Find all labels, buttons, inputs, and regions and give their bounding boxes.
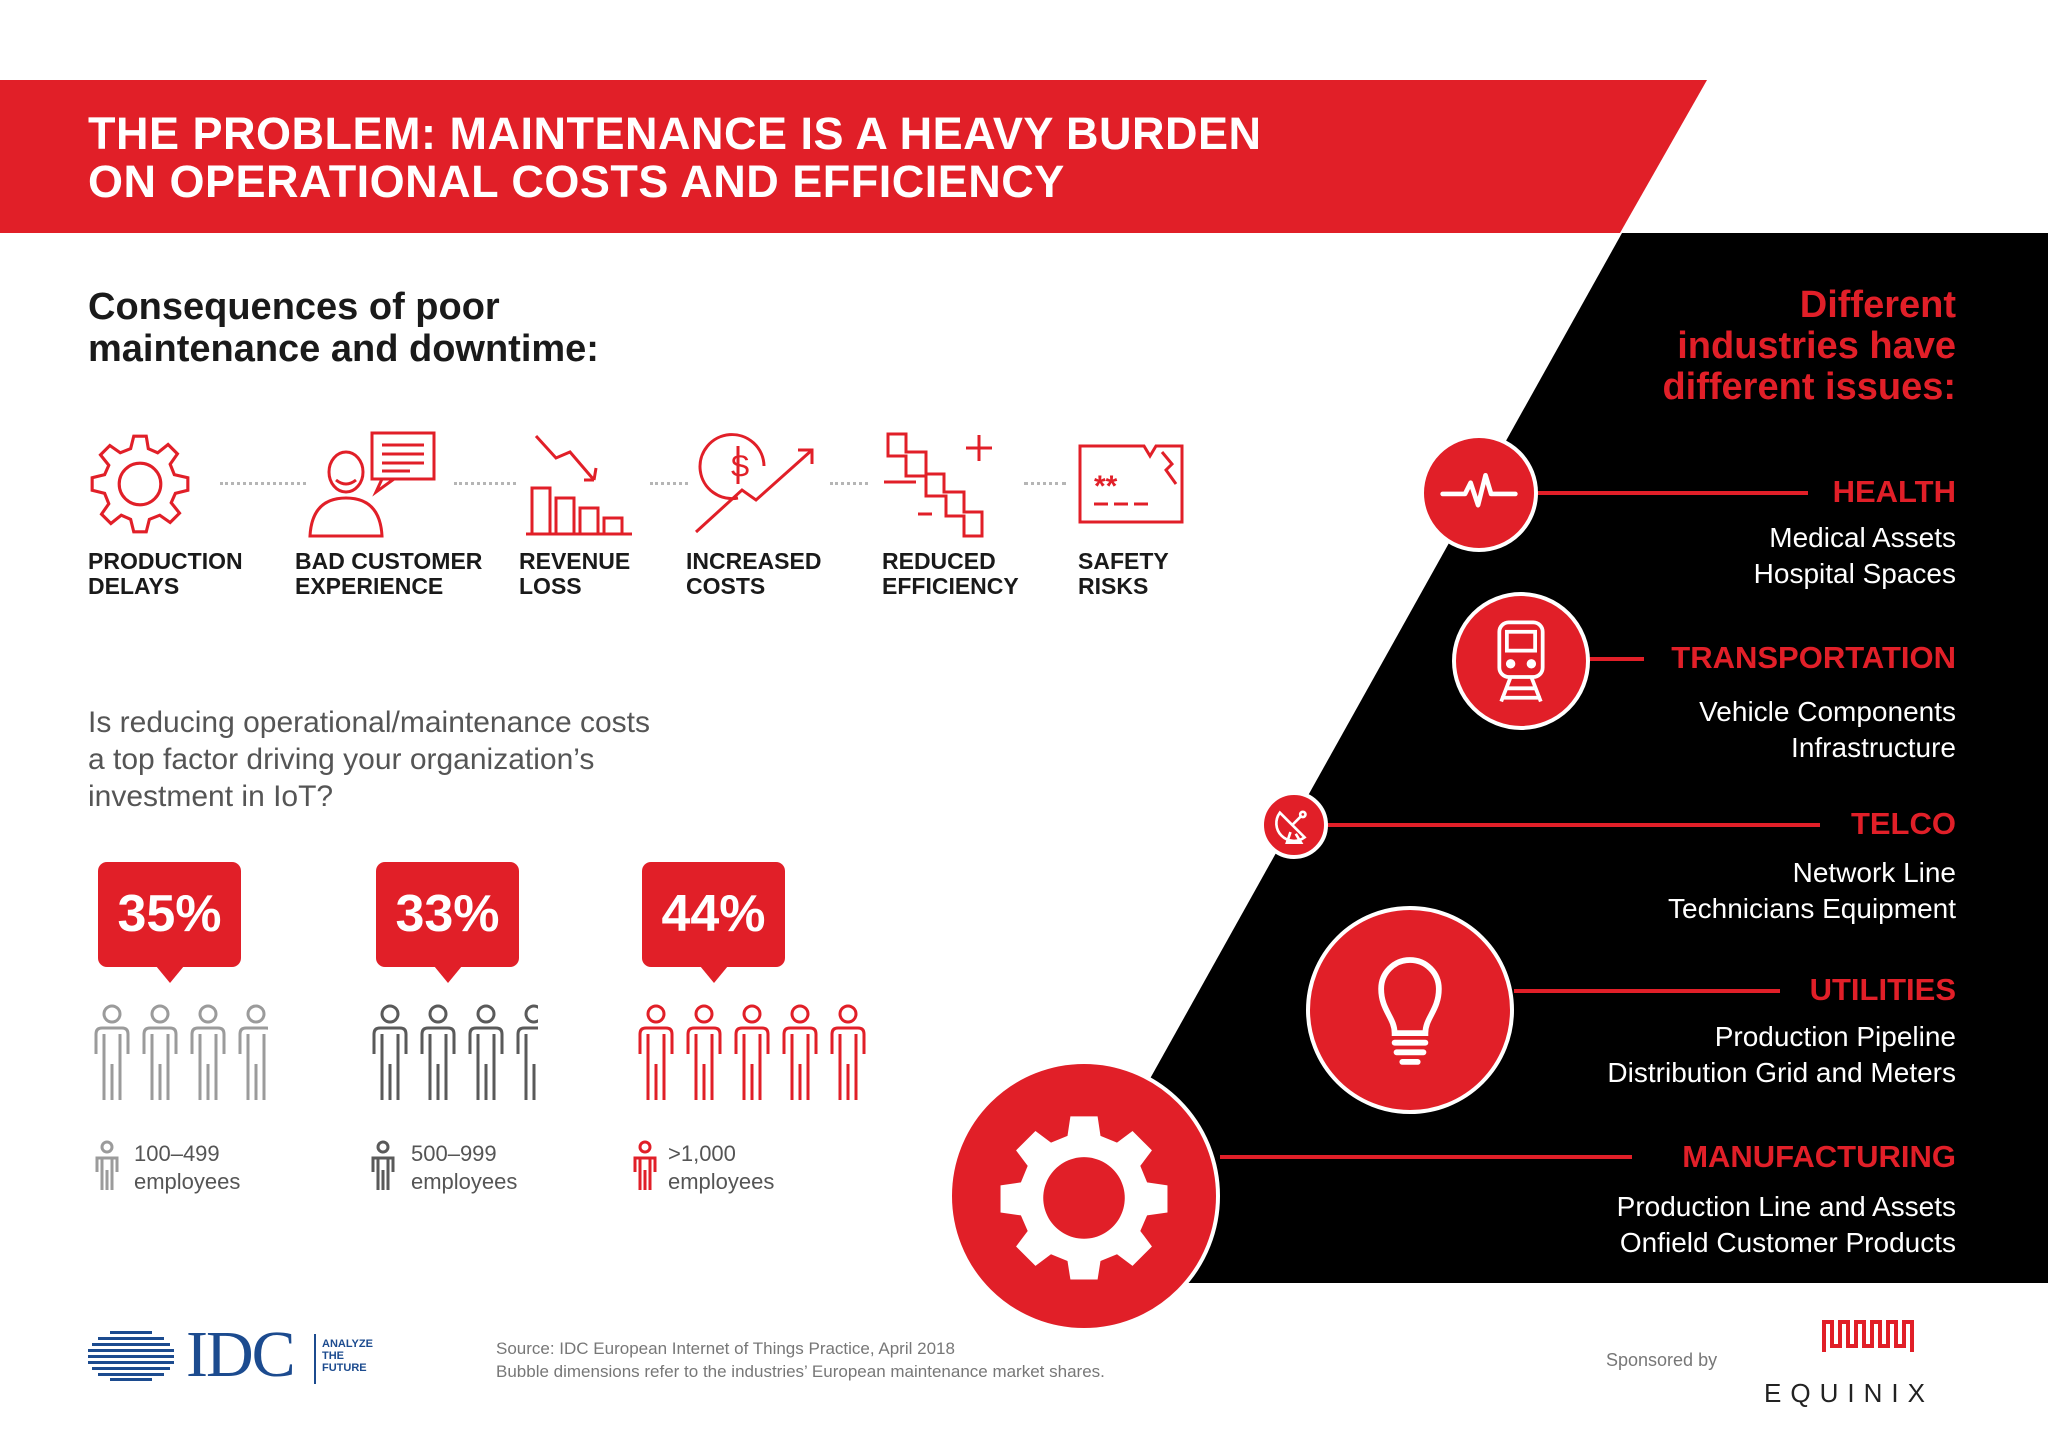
consequences-heading-line-1: Consequences of poor (88, 286, 500, 328)
person-figure (830, 1004, 866, 1100)
person-icon (94, 1140, 120, 1192)
transportation-bubble (1452, 592, 1590, 730)
person-icon (632, 1140, 658, 1192)
divider-dots (220, 482, 306, 485)
person-figure (782, 1004, 818, 1100)
person-figure (638, 1004, 674, 1100)
person-figure (516, 1004, 552, 1100)
person-figure (734, 1004, 770, 1100)
connector-line (1588, 657, 1644, 661)
industries-panel (1036, 233, 2048, 1283)
person-figure (142, 1004, 178, 1100)
svg-text:S: S (730, 450, 750, 483)
industry-details-transportation: Vehicle Components Infrastructure (1699, 696, 1956, 763)
rising-cost-icon: S (694, 432, 818, 536)
sponsored-label: Sponsored by (1606, 1350, 1718, 1370)
person-figure (686, 1004, 722, 1100)
customer-chat-icon (306, 430, 438, 538)
title-banner (0, 80, 1707, 233)
utilities-bubble (1306, 906, 1514, 1114)
warning-card-icon: ** (1078, 444, 1184, 524)
industry-details-manufacturing: Production Line and Assets Onfield Custo… (1616, 1191, 1956, 1258)
percent-bubble: 33% (376, 862, 519, 983)
employee-size-label: >1,000 employees (668, 1141, 775, 1194)
consequence-label: SAFETY RISKS (1078, 548, 1169, 599)
gear-icon (88, 432, 192, 536)
idc-globe-logo (88, 1330, 174, 1382)
train-icon (1497, 620, 1545, 703)
people-group-icon (92, 1004, 274, 1104)
idc-logo: IDC (186, 1318, 296, 1391)
logo-divider (314, 1334, 316, 1384)
title-line-1: THE PROBLEM: MAINTENANCE IS A HEAVY BURD… (88, 108, 1262, 159)
person-icon (370, 1140, 396, 1192)
industry-name-transportation: TRANSPORTATION (1671, 640, 1956, 675)
consequence-label: PRODUCTION DELAYS (88, 548, 243, 599)
people-group-icon (370, 1004, 552, 1104)
consequence-label: REVENUE LOSS (519, 548, 631, 599)
person-figure (468, 1004, 504, 1100)
svg-text:**: ** (1094, 470, 1118, 503)
industry-name-health: HEALTH (1832, 474, 1956, 509)
industries-heading: Different industries have different issu… (1662, 284, 1956, 408)
person-figure (94, 1004, 130, 1100)
telco-bubble (1260, 791, 1328, 859)
divider-dots (830, 482, 868, 485)
declining-bars-icon (524, 432, 634, 536)
consequence-label: INCREASED COSTS (686, 548, 822, 599)
percent-bubble: 35% (98, 862, 241, 983)
gear-icon (1000, 1116, 1168, 1280)
manufacturing-bubble (948, 1060, 1220, 1332)
connector-line (1220, 1155, 1632, 1159)
employee-size-label: 500–999 employees (411, 1141, 518, 1194)
industry-details-health: Medical Assets Hospital Spaces (1753, 522, 1956, 589)
consequence-label: REDUCED EFFICIENCY (882, 548, 1019, 599)
divider-dots (454, 482, 516, 485)
connector-line (1514, 989, 1780, 993)
person-figure (238, 1004, 274, 1100)
connector-line (1536, 491, 1808, 495)
title-line-2: ON OPERATIONAL COSTS AND EFFICIENCY (88, 156, 1065, 207)
heartbeat-icon (1440, 472, 1518, 508)
percent-bubble: 44% (642, 862, 785, 983)
industry-details-telco: Network Line Technicians Equipment (1668, 857, 1956, 924)
people-group-icon (636, 1004, 880, 1104)
industry-name-telco: TELCO (1850, 806, 1956, 841)
divider-dots (1024, 482, 1066, 485)
consequences-heading-line-2: maintenance and downtime: (88, 328, 599, 370)
person-figure (190, 1004, 226, 1100)
industry-details-utilities: Production Pipeline Distribution Grid an… (1607, 1021, 1956, 1088)
page-title: THE PROBLEM: MAINTENANCE IS A HEAVY BURD… (88, 110, 1262, 206)
person-figure (420, 1004, 456, 1100)
satellite-dish-icon (1275, 810, 1307, 844)
person-figure (372, 1004, 408, 1100)
health-bubble (1420, 434, 1538, 552)
survey-question: Is reducing operational/maintenance cost… (88, 706, 651, 813)
connector-line (1322, 823, 1820, 827)
equinix-wordmark: EQUINIX (1764, 1378, 1934, 1408)
idc-tagline: ANALYZE THE FUTURE (322, 1338, 373, 1374)
source-note: Source: IDC European Internet of Things … (496, 1339, 1105, 1381)
divider-dots (650, 482, 688, 485)
plus-minus-bars-icon (882, 430, 1008, 538)
lightbulb-icon (1378, 957, 1442, 1065)
industry-name-utilities: UTILITIES (1809, 972, 1956, 1007)
employee-size-label: 100–499 employees (134, 1141, 241, 1194)
equinix-logo-mark (1822, 1316, 1918, 1354)
consequences-heading: Consequences of poor maintenance and dow… (88, 286, 599, 370)
consequence-label: BAD CUSTOMER EXPERIENCE (295, 548, 483, 599)
industry-name-manufacturing: MANUFACTURING (1682, 1139, 1956, 1174)
